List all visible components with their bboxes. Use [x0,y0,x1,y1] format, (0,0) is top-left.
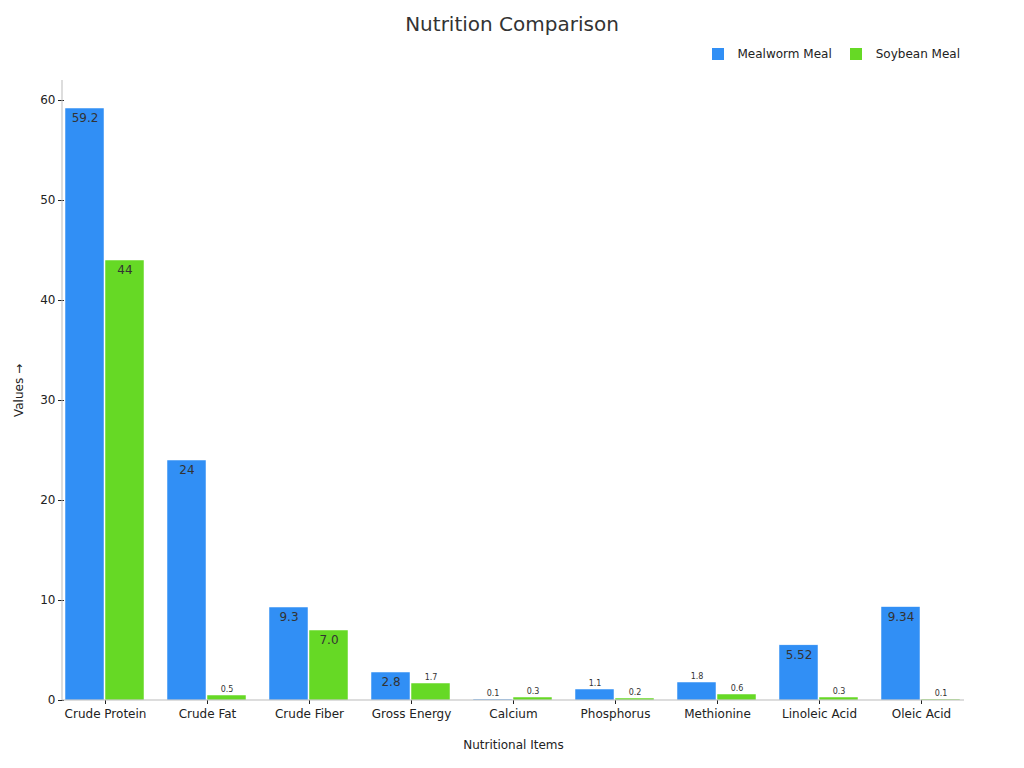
svg-text:44: 44 [117,263,132,277]
svg-text:24: 24 [179,463,194,477]
svg-text:40: 40 [40,293,55,307]
svg-text:Gross Energy: Gross Energy [372,707,452,721]
svg-text:1.7: 1.7 [425,673,438,682]
svg-text:20: 20 [40,493,55,507]
html-text:Mealworm Meal: Mealworm Meal [737,47,832,61]
svg-text:9.3: 9.3 [279,610,298,624]
svg-text:0: 0 [48,693,56,707]
svg-text:0.2: 0.2 [629,688,642,697]
svg-text:59.2: 59.2 [72,111,99,125]
svg-text:0.5: 0.5 [221,685,234,694]
svg-text:Phosphorus: Phosphorus [581,707,651,721]
html-text:Soybean Meal: Soybean Meal [875,47,960,61]
svg-text:Crude Protein: Crude Protein [65,707,147,721]
svg-text:0.6: 0.6 [731,684,744,693]
svg-text:Calcium: Calcium [489,707,537,721]
svg-text:Crude Fiber: Crude Fiber [275,707,344,721]
svg-text:Nutritional Items: Nutritional Items [463,738,564,752]
svg-text:50: 50 [40,193,55,207]
svg-text:30: 30 [40,393,55,407]
svg-text:Linoleic Acid: Linoleic Acid [782,707,857,721]
svg-text:1.8: 1.8 [691,672,704,681]
svg-text:10: 10 [40,593,55,607]
html-text:Nutrition Comparison: Nutrition Comparison [405,12,619,36]
svg-text:7.0: 7.0 [319,633,338,647]
svg-text:Crude Fat: Crude Fat [179,707,237,721]
svg-text:2.8: 2.8 [381,675,400,689]
svg-text:Values →: Values → [12,364,26,417]
svg-text:1.1: 1.1 [589,679,602,688]
svg-text:5.52: 5.52 [786,648,813,662]
svg-text:0.3: 0.3 [527,687,540,696]
svg-text:60: 60 [40,93,55,107]
svg-text:Methionine: Methionine [684,707,751,721]
svg-text:0.3: 0.3 [833,687,846,696]
svg-text:Oleic Acid: Oleic Acid [892,707,951,721]
svg-text:9.34: 9.34 [888,610,915,624]
svg-text:0.1: 0.1 [487,689,500,698]
svg-text:0.1: 0.1 [935,689,948,698]
